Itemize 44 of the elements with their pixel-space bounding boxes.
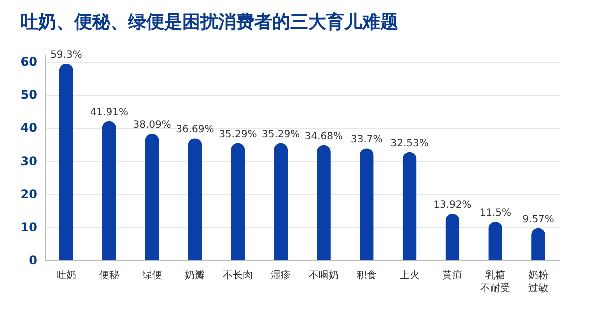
data-label: 35.29% [219, 129, 258, 140]
x-tick-label: 乳糖不耐受 [480, 270, 511, 294]
data-label: 34.68% [304, 131, 344, 142]
chart-title: 吐奶、便秘、绿便是困扰消费者的三大育儿难题 [20, 10, 398, 33]
data-label: 32.53% [390, 138, 429, 150]
x-tick-label: 吐奶 [56, 270, 76, 282]
y-tick-label: 20 [20, 187, 38, 202]
x-tick-label: 奶粉过敏 [528, 270, 549, 294]
bar [532, 228, 546, 260]
x-tick-label: 便秘 [99, 270, 120, 282]
x-tick-label: 不长肉 [223, 270, 254, 282]
bar [102, 121, 116, 260]
data-label: 36.69% [176, 124, 214, 136]
bar [145, 134, 160, 260]
y-tick-label: 10 [20, 220, 38, 234]
bar [59, 64, 74, 260]
data-label: 33.7% [350, 134, 383, 146]
data-label: 59.3% [50, 50, 82, 61]
y-tick-label: 40 [20, 121, 38, 136]
bar [446, 214, 460, 260]
x-tick-label: 上火 [400, 270, 420, 282]
x-tick-label: 湿疹 [271, 270, 292, 282]
bar [316, 145, 331, 260]
x-tick-label: 奶瓣 [185, 270, 206, 282]
y-tick-label: 50 [20, 88, 38, 102]
data-label: 38.09% [133, 120, 172, 132]
data-label: 35.29% [262, 129, 300, 140]
x-tick-label: 积食 [356, 270, 377, 282]
x-tick-label: 绿便 [142, 270, 162, 282]
bar [488, 222, 503, 260]
x-tick-label: 不喝奶 [308, 270, 339, 282]
data-label: 41.91% [90, 107, 128, 118]
bar [402, 152, 417, 260]
data-label: 11.5% [480, 208, 512, 219]
y-tick-label: 0 [29, 254, 38, 268]
y-tick-label: 30 [20, 154, 38, 168]
data-label: 9.57% [522, 214, 554, 226]
bar [231, 143, 246, 260]
x-tick-label: 黄疸 [442, 270, 463, 282]
y-tick-label: 60 [20, 55, 38, 70]
bar [274, 143, 288, 260]
data-label: 13.92% [434, 200, 472, 211]
bar [360, 148, 374, 260]
bar [188, 138, 202, 260]
